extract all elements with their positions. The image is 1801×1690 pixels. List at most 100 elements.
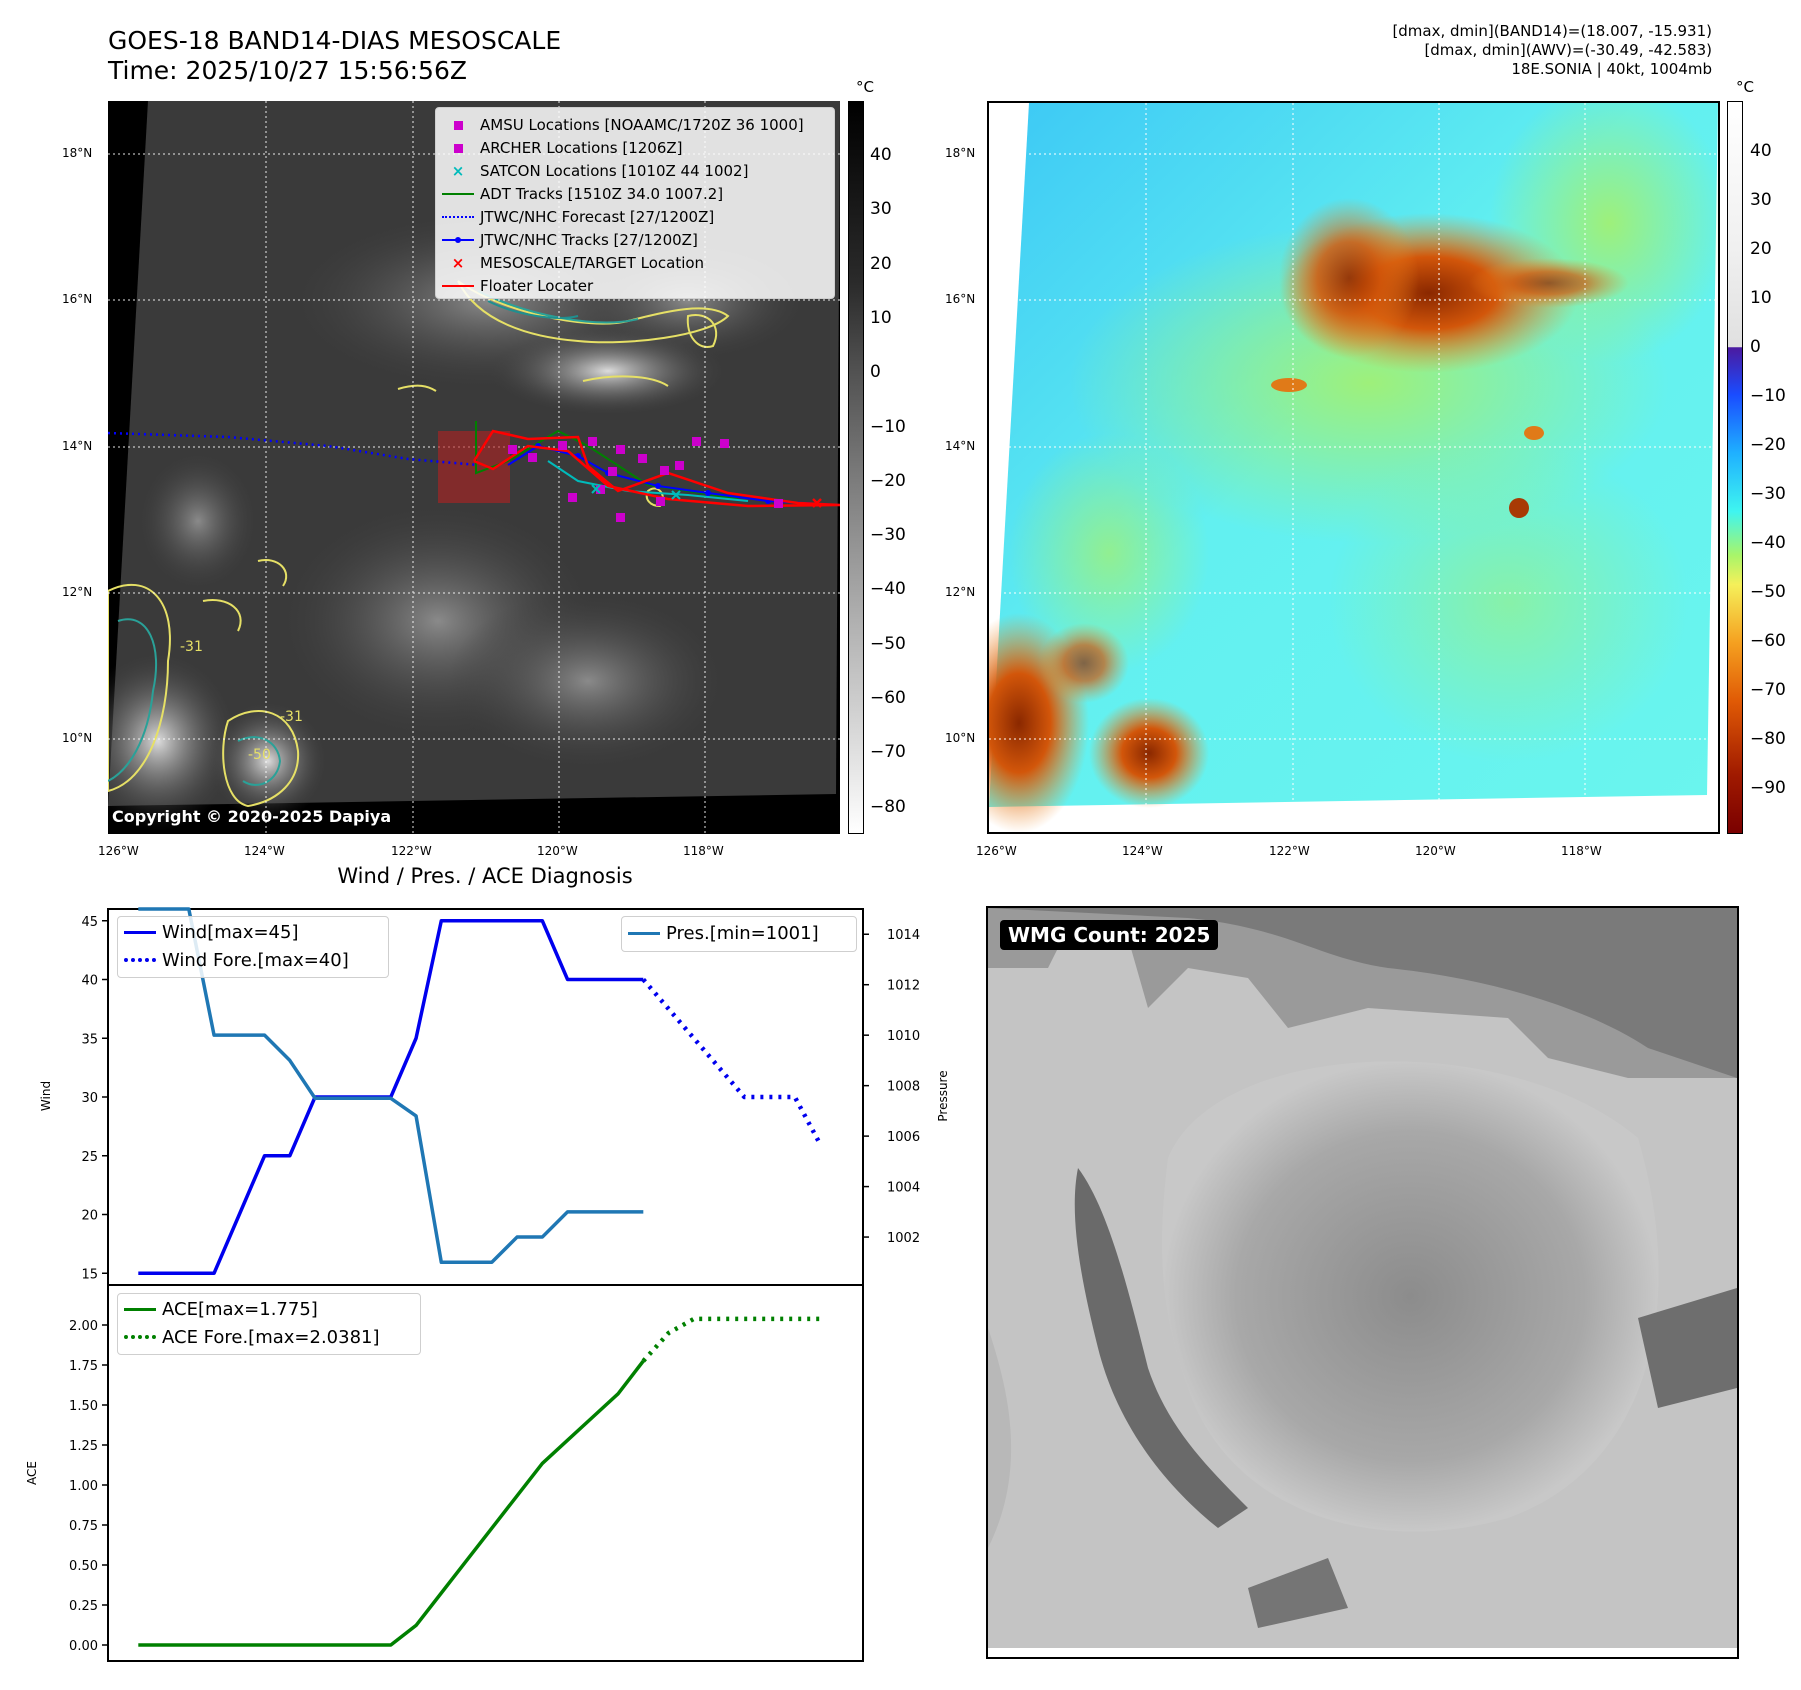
lon-label: 120°W: [1415, 844, 1456, 858]
contour-label-2: -31: [280, 709, 303, 725]
colorbar-tick: −30: [1750, 484, 1786, 504]
ace-tick-label: 1.00: [69, 1479, 98, 1494]
pressure-tick-label: 1004: [887, 1181, 920, 1196]
wind-pressure-lines: [138, 907, 823, 1275]
legend-label-forecast: JTWC/NHC Forecast [27/1200Z]: [480, 208, 715, 226]
copyright-text: Copyright © 2020-2025 Dapiya: [112, 807, 392, 826]
pressure-tick-label: 1010: [887, 1029, 920, 1044]
colorbar-tick: 10: [870, 308, 892, 328]
ir-map-panel[interactable]: -31 -31 -50: [78, 101, 841, 834]
lon-label: 124°W: [244, 844, 285, 858]
ace-legend: ACE[max=1.775] ACE Fore.[max=2.0381]: [117, 1293, 421, 1355]
lat-label: 16°N: [62, 292, 93, 306]
lat-label: 14°N: [62, 439, 93, 453]
wind-y-ticks: 15 20 25 30 35 40 45: [81, 915, 108, 1282]
square-marker-icon: [436, 137, 480, 159]
storm-info: [dmax, dmin](BAND14)=(18.007, -15.931) […: [1392, 22, 1712, 79]
ir-contour-labels: -31 -31 -50: [180, 639, 303, 763]
ace-lines: [138, 1316, 821, 1647]
pressure-legend: Pres.[min=1001]: [621, 916, 857, 952]
ace-tick-label: 1.75: [69, 1359, 98, 1374]
colorbar-tick: 20: [870, 254, 892, 274]
colorbar-tick: −40: [870, 579, 906, 599]
legend-label-tracks: JTWC/NHC Tracks [27/1200Z]: [480, 231, 698, 249]
pressure-axis-label: Pressure: [936, 1070, 950, 1121]
jtwc-forecast-track: [107, 431, 479, 467]
legend-row-pressure: Pres.[min=1001]: [622, 922, 819, 944]
colorbar-tick: −50: [870, 634, 906, 654]
line-marker-icon: [436, 275, 480, 297]
ir-colorbar-unit: °C: [856, 78, 874, 96]
colorbar-tick: −60: [870, 688, 906, 708]
ace-tick-label: 0.50: [69, 1559, 98, 1574]
amsu-archer-markers: [508, 437, 783, 522]
colorbar-tick: −50: [1750, 582, 1786, 602]
ace-series-line-1: [641, 1316, 821, 1363]
dotted-line-icon: [118, 1326, 162, 1348]
lon-label: 124°W: [1122, 844, 1163, 858]
awv-map-panel[interactable]: [949, 83, 1729, 834]
colorbar-tick: −20: [1750, 435, 1786, 455]
wmg-count-badge: WMG Count: 2025: [1000, 920, 1219, 950]
pressure-tick-label: 1012: [887, 979, 920, 994]
legend-row-ace: ACE[max=1.775]: [118, 1298, 318, 1320]
awv-colorbar-unit: °C: [1736, 78, 1754, 96]
legend-row-forecast: JTWC/NHC Forecast [27/1200Z]: [436, 206, 714, 228]
lat-label: 10°N: [945, 731, 976, 745]
solid-line-icon: [118, 1298, 162, 1320]
legend-row-archer: ARCHER Locations [1206Z]: [436, 137, 683, 159]
square-marker-icon: [436, 114, 480, 136]
wind-tick-label: 20: [81, 1209, 98, 1224]
legend-label-target: MESOSCALE/TARGET Location: [480, 254, 705, 272]
legend-row-satcon: × SATCON Locations [1010Z 44 1002]: [436, 160, 749, 182]
lat-label: 16°N: [945, 292, 976, 306]
wind-tick-label: 30: [81, 1091, 98, 1106]
legend-label-ace: ACE[max=1.775]: [162, 1298, 318, 1320]
colorbar-tick: −30: [870, 525, 906, 545]
wmg-panel[interactable]: WMG Count: 2025: [986, 906, 1739, 1659]
colorbar-tick: 20: [1750, 239, 1772, 259]
ace-tick-label: 0.75: [69, 1519, 98, 1534]
lon-label: 122°W: [391, 844, 432, 858]
legend-label-pressure: Pres.[min=1001]: [666, 922, 819, 944]
awv-map-svg: [949, 83, 1729, 833]
x-marker-icon: ×: [451, 162, 465, 180]
colorbar-tick: 30: [870, 199, 892, 219]
wind-tick-label: 25: [81, 1150, 98, 1165]
lon-label: 126°W: [976, 844, 1017, 858]
satcon-markers: [591, 484, 681, 500]
title-line-product: GOES-18 BAND14-DIAS MESOSCALE: [108, 26, 562, 55]
solid-line-icon: [118, 921, 162, 943]
legend-row-wind-forecast: Wind Fore.[max=40]: [118, 949, 349, 971]
series-line-1: [641, 978, 823, 1146]
legend-label-wind-forecast: Wind Fore.[max=40]: [162, 949, 349, 971]
copyright-label: Copyright © 2020-2025 Dapiya: [112, 807, 391, 826]
colorbar-tick: 40: [1750, 141, 1772, 161]
legend-label-archer: ARCHER Locations [1206Z]: [480, 139, 683, 157]
target-marker: [812, 498, 822, 508]
wmg-image: [988, 908, 1737, 1648]
pressure-tick-label: 1006: [887, 1130, 920, 1145]
lon-label: 118°W: [1561, 844, 1602, 858]
dotted-line-icon: [118, 949, 162, 971]
lat-label: 12°N: [945, 585, 976, 599]
legend-label-amsu: AMSU Locations [NOAAMC/1720Z 36 1000]: [480, 116, 804, 134]
ir-map-legend: AMSU Locations [NOAAMC/1720Z 36 1000] AR…: [435, 107, 835, 299]
lat-label: 14°N: [945, 439, 976, 453]
wind-tick-label: 15: [81, 1267, 98, 1282]
title-line-time: Time: 2025/10/27 15:56:56Z: [108, 56, 467, 85]
x-marker-icon: ×: [451, 254, 465, 272]
colorbar-tick: 10: [1750, 288, 1772, 308]
pressure-tick-label: 1002: [887, 1231, 920, 1246]
info-awv-range: [dmax, dmin](AWV)=(-30.49, -42.583): [1424, 41, 1712, 59]
ace-tick-label: 1.50: [69, 1399, 98, 1414]
awv-colorbar: [1727, 101, 1743, 834]
ir-colorbar: [848, 101, 864, 834]
info-band14-range: [dmax, dmin](BAND14)=(18.007, -15.931): [1392, 22, 1712, 40]
ace-y-ticks: 0.00 0.25 0.50 0.75 1.00 1.25 1.50 1.75 2.00: [69, 1319, 108, 1654]
line-marker-icon: [436, 183, 480, 205]
colorbar-tick: −70: [870, 742, 906, 762]
lon-label: 122°W: [1269, 844, 1310, 858]
colorbar-tick: −70: [1750, 680, 1786, 700]
series-line-2: [138, 907, 644, 1265]
